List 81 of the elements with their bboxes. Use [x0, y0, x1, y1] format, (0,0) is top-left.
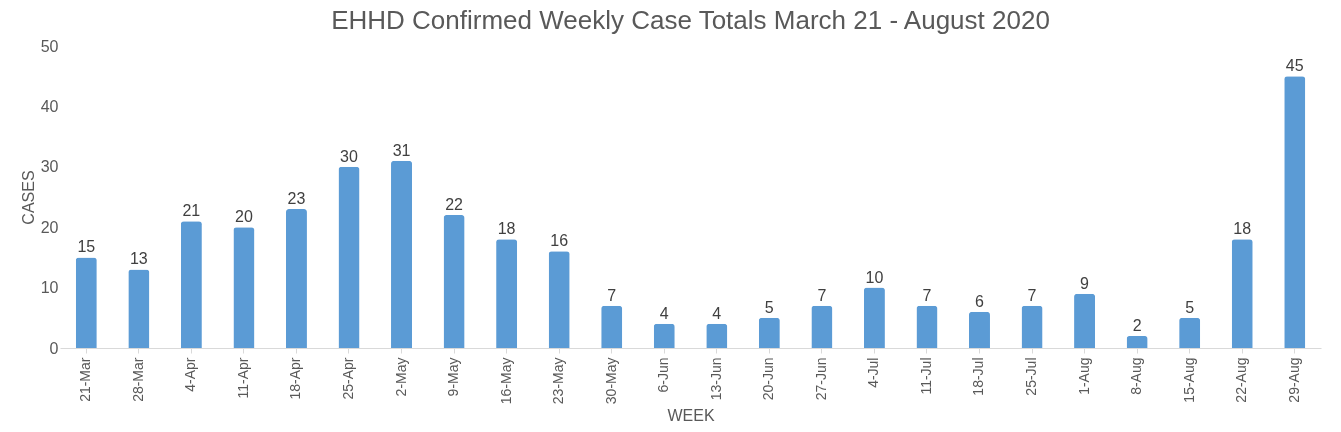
- bar: [706, 323, 728, 348]
- bar: [180, 221, 202, 348]
- bar: [1021, 305, 1043, 348]
- data-label: 9: [1080, 274, 1090, 292]
- data-label: 5: [764, 298, 774, 316]
- x-tick-label: 6-Jun: [655, 357, 672, 393]
- data-label: 4: [659, 304, 669, 322]
- bar: [233, 227, 255, 348]
- y-axis-title: CASES: [19, 170, 37, 225]
- data-label: 13: [129, 250, 148, 268]
- x-tick-label: 20-Jun: [760, 357, 777, 401]
- x-tick-label: 29-Aug: [1285, 357, 1302, 403]
- bar: [1126, 335, 1148, 348]
- y-tick-label: 50: [40, 37, 59, 55]
- x-tick-label: 25-Jul: [1023, 357, 1040, 396]
- data-label: 23: [287, 190, 306, 208]
- data-label: 31: [392, 141, 411, 159]
- x-tick-label: 21-Mar: [77, 357, 94, 402]
- x-tick-label: 11-Apr: [234, 357, 251, 399]
- x-tick-label: 15-Aug: [1180, 357, 1197, 403]
- x-tick-label: 1-Aug: [1075, 357, 1092, 395]
- bar: [601, 305, 623, 348]
- x-tick-label: 22-Aug: [1233, 357, 1250, 403]
- bar: [391, 160, 413, 348]
- data-label: 7: [1027, 286, 1037, 304]
- data-label: 7: [922, 286, 932, 304]
- x-tick-label: 16-May: [497, 357, 514, 405]
- y-tick-label: 0: [49, 339, 59, 357]
- bar: [758, 317, 780, 348]
- bar: [1231, 239, 1253, 348]
- data-label: 20: [235, 208, 253, 226]
- data-label: 10: [865, 268, 884, 286]
- x-tick-label: 30-May: [602, 357, 619, 405]
- chart-title: EHHD Confirmed Weekly Case Totals March 21 - August 2020: [331, 5, 1050, 35]
- x-tick-label: 18-Apr: [287, 357, 304, 400]
- x-tick-label: 2-May: [392, 357, 409, 397]
- bar: [1284, 76, 1306, 348]
- data-label: 45: [1285, 57, 1304, 75]
- y-tick-label: 20: [40, 218, 59, 236]
- bar: [968, 311, 990, 348]
- bar: [496, 239, 518, 348]
- data-label: 15: [77, 238, 96, 256]
- data-label: 18: [497, 220, 516, 238]
- y-tick-label: 10: [40, 279, 59, 297]
- data-label: 18: [1233, 220, 1252, 238]
- bar: [75, 257, 97, 348]
- data-label: 22: [445, 196, 464, 214]
- x-tick-label: 9-May: [445, 357, 462, 397]
- data-label: 5: [1185, 298, 1195, 316]
- x-tick-label: 25-Apr: [339, 357, 356, 400]
- data-label: 7: [817, 286, 827, 304]
- x-axis-title: WEEK: [667, 407, 715, 425]
- bar: [338, 166, 360, 348]
- x-tick-label: 4-Apr: [182, 357, 199, 392]
- bar: [811, 305, 833, 348]
- x-tick-label: 4-Jul: [865, 357, 882, 388]
- x-tick-label: 27-Jun: [812, 357, 829, 401]
- data-label: 21: [182, 202, 201, 220]
- data-label: 7: [607, 286, 617, 304]
- bar: [863, 287, 885, 348]
- bar: [916, 305, 938, 348]
- bar: [1179, 317, 1201, 348]
- data-label: 4: [712, 304, 722, 322]
- bar: [443, 215, 465, 348]
- x-tick-label: 18-Jul: [970, 357, 987, 396]
- bar: [285, 209, 307, 348]
- x-tick-label: 13-Jun: [707, 357, 724, 401]
- bar: [653, 323, 675, 348]
- x-tick-label: 23-May: [550, 357, 567, 405]
- x-tick-label: 11-Jul: [917, 357, 934, 395]
- data-label: 16: [550, 232, 569, 250]
- x-tick-label: 28-Mar: [129, 357, 146, 402]
- y-tick-label: 30: [40, 158, 59, 176]
- bar: [1074, 293, 1096, 348]
- data-label: 6: [975, 292, 985, 310]
- data-label: 30: [340, 147, 358, 165]
- y-tick-label: 40: [40, 97, 59, 115]
- bar: [548, 251, 570, 348]
- bar: [128, 269, 150, 348]
- data-label: 2: [1132, 316, 1142, 334]
- x-tick-label: 8-Aug: [1128, 357, 1145, 395]
